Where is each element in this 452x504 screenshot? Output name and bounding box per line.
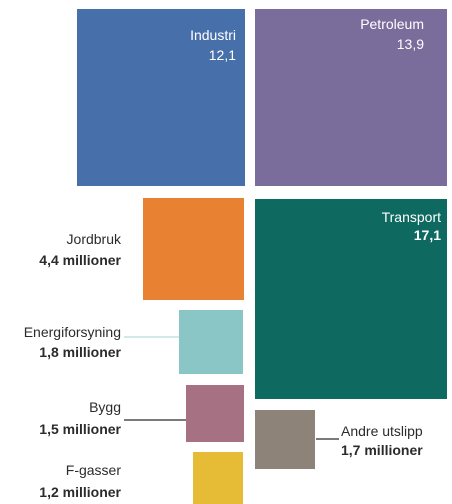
value-petroleum: 13,9 [397,36,424,52]
tile-petroleum [255,9,447,186]
tile-energiforsyning [179,310,243,374]
value-andre-utslipp: 1,7 millioner [341,442,423,458]
label-f-gasser: F-gasser [66,462,122,478]
value-jordbruk: 4,4 millioner [39,252,121,268]
value-bygg: 1,5 millioner [39,421,121,437]
value-industri: 12,1 [209,47,236,63]
label-jordbruk: Jordbruk [67,231,122,247]
tile-industri [77,9,245,186]
label-petroleum: Petroleum [360,16,424,32]
label-industri: Industri [190,27,236,43]
label-andre-utslipp: Andre utslipp [341,423,423,439]
tile-transport [255,199,447,399]
label-energiforsyning: Energiforsyning [24,324,121,340]
tile-andre-utslipp [255,410,315,469]
label-transport: Transport [382,209,442,225]
value-energiforsyning: 1,8 millioner [39,344,121,360]
value-f-gasser: 1,2 millioner [39,484,121,500]
label-bygg: Bygg [89,399,121,415]
tile-bygg [186,385,244,442]
value-transport: 17,1 [414,227,441,243]
tile-f-gasser [193,452,243,504]
tile-jordbruk [143,198,244,300]
